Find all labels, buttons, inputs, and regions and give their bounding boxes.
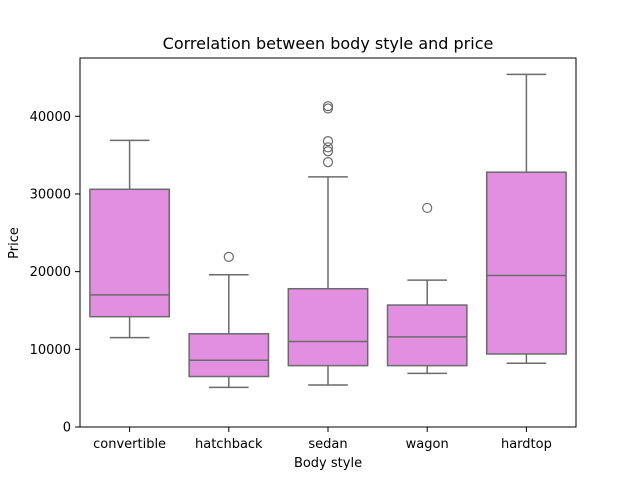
y-axis-title: Price: [7, 227, 22, 259]
outlier-point: [322, 101, 334, 112]
box-hatchback: [188, 333, 270, 378]
chart-title: Correlation between body style and price: [163, 34, 494, 53]
y-tick-label: 20000: [30, 265, 71, 280]
y-tick-label: 10000: [30, 343, 71, 358]
box-sedan: [287, 287, 369, 367]
outlier-point: [322, 146, 334, 157]
box-convertible: [89, 188, 171, 318]
y-tick-label: 30000: [30, 187, 71, 202]
x-axis-title: Body style: [294, 456, 362, 471]
plot-frame: [79, 57, 577, 428]
plot-area: convertible hatchback sedan wagon hardtop 0 10…: [30, 57, 577, 452]
y-tick-label: 40000: [30, 110, 71, 125]
outlier-point: [322, 136, 334, 147]
x-tick-label: wagon: [406, 437, 449, 452]
x-tick-label: hardtop: [501, 437, 552, 452]
outlier-point: [322, 156, 334, 168]
outlier-point: [422, 202, 433, 214]
box-wagon: [386, 304, 468, 367]
outlier-point: [322, 142, 334, 153]
outlier-point: [223, 251, 234, 262]
x-tick-label: convertible: [93, 437, 166, 452]
x-tick-label: sedan: [308, 437, 347, 452]
x-tick-label: hatchback: [195, 437, 263, 452]
y-tick-label: 0: [63, 421, 71, 436]
box-hardtop: [485, 171, 567, 355]
